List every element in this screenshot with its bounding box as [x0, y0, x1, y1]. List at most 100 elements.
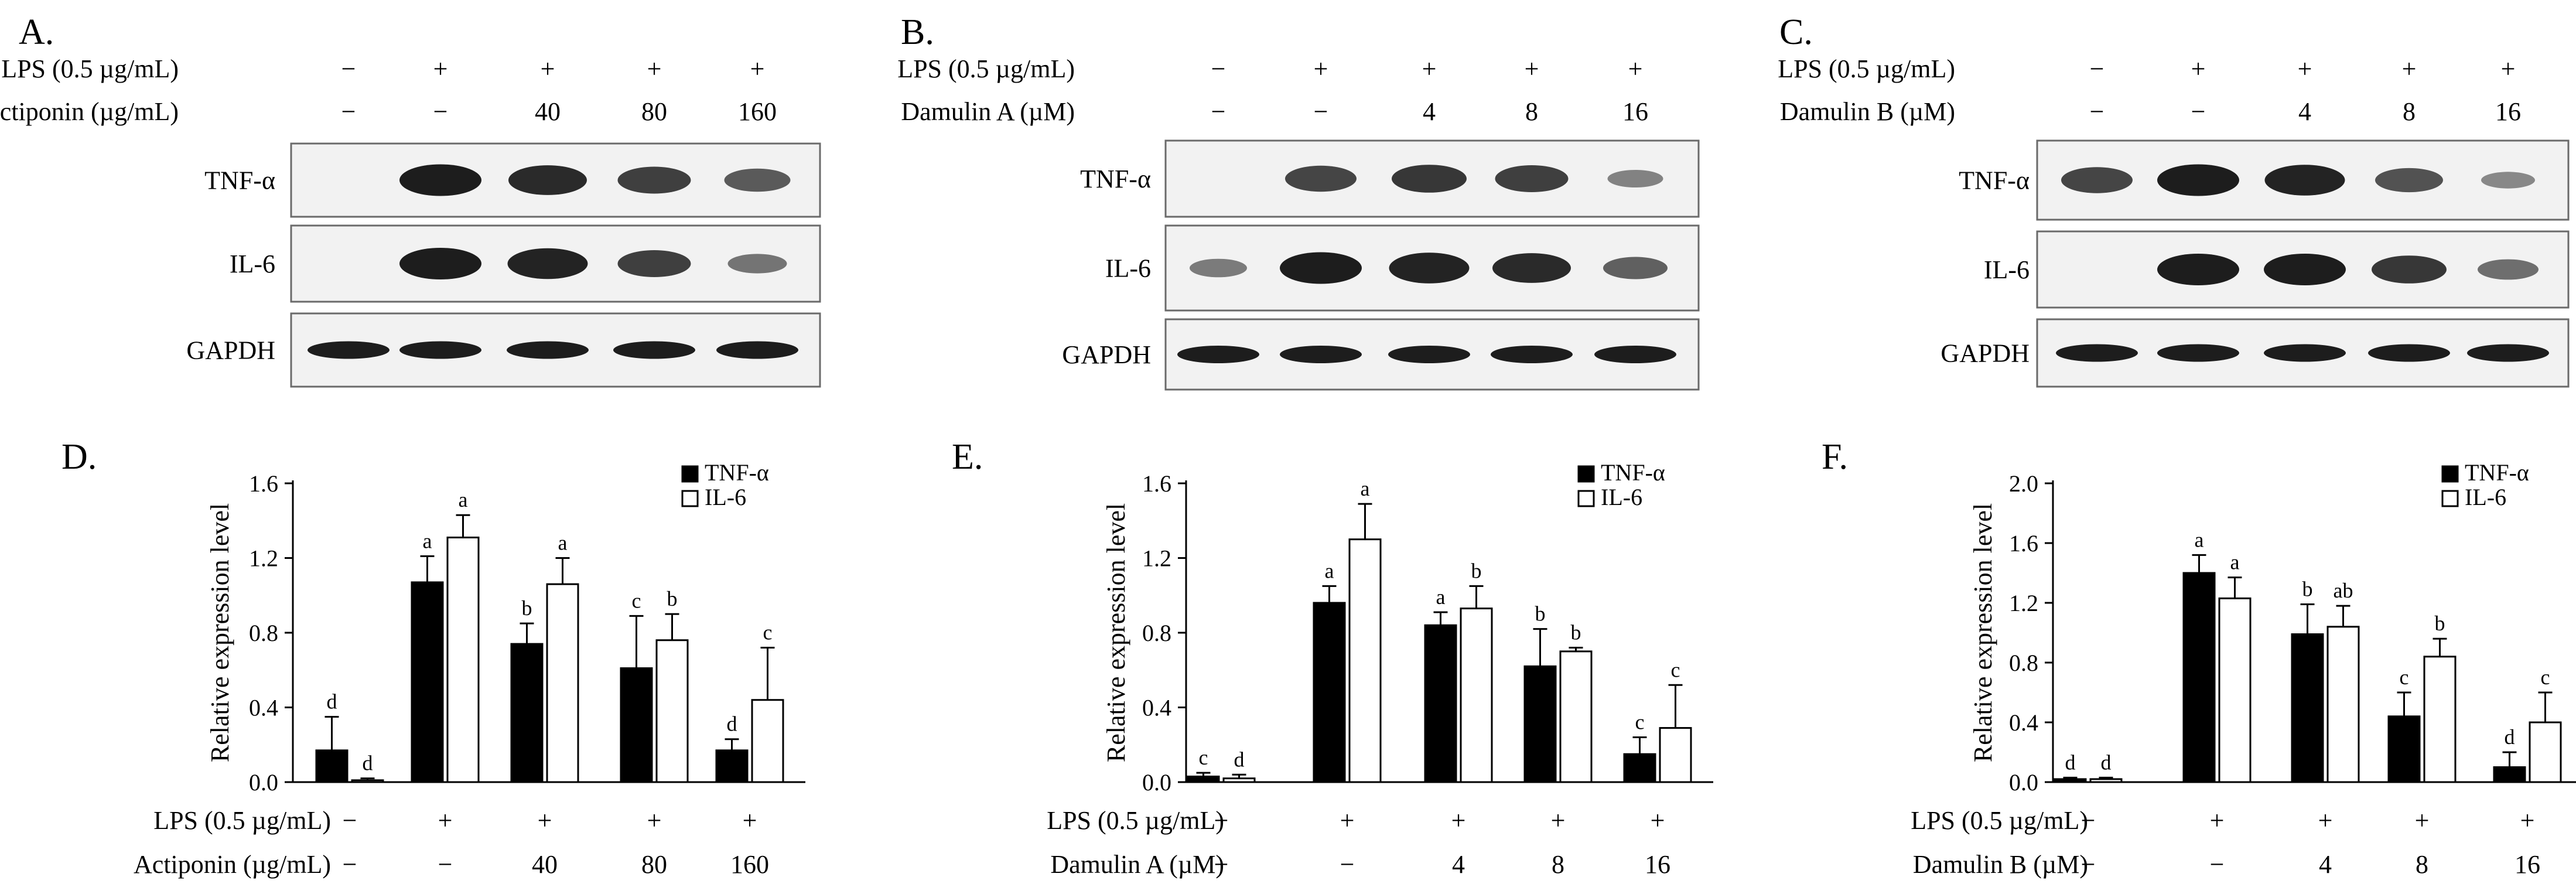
treatment-row-label: Actiponin (µg/mL) — [0, 97, 179, 126]
bar-il6 — [1348, 538, 1382, 783]
treatment-value: − — [343, 850, 357, 879]
treatment-value: 8 — [2403, 97, 2416, 126]
significance-letter: d — [2065, 750, 2076, 774]
legend-swatch — [681, 465, 699, 483]
significance-letter: d — [2505, 725, 2515, 749]
treatment-value: − — [2090, 97, 2104, 126]
significance-letter: a — [1325, 559, 1334, 582]
lps-row-label: LPS (0.5 µg/mL) — [1047, 806, 1224, 835]
blot-row-label: GAPDH — [186, 336, 275, 365]
blot-panel-3: C.LPS (0.5 µg/mL) Damulin B (µM) − + + + + − − 4 8… — [1778, 12, 2570, 388]
lps-value: − — [343, 806, 357, 835]
y-axis-title: Relative expression level — [206, 503, 234, 762]
legend-label: TNF-α — [2465, 459, 2529, 486]
blot-band — [2157, 344, 2239, 362]
significance-letter: a — [1361, 477, 1370, 500]
blot-band — [1392, 165, 1467, 193]
significance-letter: a — [2195, 528, 2204, 551]
treatment-value: 16 — [1622, 97, 1648, 126]
blot-band — [399, 164, 481, 196]
bar-tnf — [2291, 633, 2324, 783]
blot-row-label: TNF-α — [1959, 166, 2030, 195]
lps-value: + — [433, 54, 448, 83]
treatment-value: − — [433, 97, 448, 126]
y-tick-label: 0.8 — [2009, 650, 2038, 676]
blot-panel-label: C. — [1779, 12, 1813, 52]
significance-letter: b — [2302, 578, 2313, 601]
blot-band — [2264, 165, 2345, 196]
treatment-value: 4 — [1452, 850, 1465, 879]
y-tick-label: 2.0 — [2009, 470, 2038, 497]
significance-letter: c — [1671, 658, 1680, 681]
treatment-value: 80 — [641, 850, 667, 879]
treatment-value: − — [2081, 850, 2096, 879]
lps-value: + — [647, 54, 662, 83]
blot-band — [724, 168, 791, 192]
significance-letter: a — [558, 531, 568, 555]
bar-il6 — [1222, 777, 1256, 783]
significance-letter: b — [522, 596, 532, 620]
bar-il6 — [1460, 608, 1493, 783]
blot-band — [2375, 168, 2443, 193]
legend-swatch — [681, 490, 699, 507]
lps-value: + — [1551, 806, 1566, 835]
bar-tnf — [1313, 602, 1346, 783]
y-tick-label: 1.2 — [1142, 545, 1171, 572]
bar-tnf — [1187, 775, 1220, 783]
lps-value: + — [1340, 806, 1355, 835]
significance-letter: b — [1535, 602, 1546, 626]
lps-row-label: LPS (0.5 µg/mL) — [1778, 54, 1955, 83]
significance-letter: a — [459, 488, 468, 511]
blot-band — [1388, 346, 1470, 363]
bar-il6 — [351, 779, 384, 783]
treatment-value: 4 — [1423, 97, 1436, 126]
bar-tnf — [2493, 766, 2526, 783]
significance-letter: b — [2435, 612, 2445, 635]
treatment-value: 160 — [738, 97, 777, 126]
bar-il6 — [1659, 727, 1692, 783]
blot-band — [1389, 252, 1470, 284]
y-tick-label: 1.6 — [1142, 470, 1171, 497]
blot-band — [2157, 254, 2239, 285]
treatment-row-label: Damulin A (µM) — [1050, 850, 1224, 879]
treatment-value: − — [1314, 97, 1328, 126]
bar-tnf — [1523, 665, 1557, 783]
lps-value: − — [341, 54, 356, 83]
blot-row-label: GAPDH — [1940, 339, 2030, 368]
blot-band — [1603, 257, 1668, 279]
bar-tnf — [2182, 572, 2216, 783]
treatment-value: 16 — [2514, 850, 2540, 879]
legend-label: TNF-α — [1601, 459, 1665, 486]
lps-value: − — [1214, 806, 1229, 835]
blot-band — [1280, 252, 1362, 284]
bar-tnf — [2054, 778, 2087, 783]
lps-value: + — [1525, 54, 1539, 83]
significance-letter: d — [327, 690, 337, 713]
legend-swatch — [2441, 490, 2459, 507]
treatment-value: 16 — [2495, 97, 2521, 126]
treatment-value: − — [2210, 850, 2225, 879]
legend-label: IL-6 — [705, 484, 746, 510]
treatment-row-label: Damulin B (µM) — [1780, 97, 1955, 126]
significance-letter: d — [1234, 748, 1245, 771]
lps-value: + — [2298, 54, 2312, 83]
lps-value: + — [438, 806, 453, 835]
blot-panel-2: B.LPS (0.5 µg/mL) Damulin A (µM) − + + + + − − 4 8… — [897, 12, 1700, 391]
treatment-value: 16 — [1645, 850, 1670, 879]
blot-band — [507, 248, 588, 279]
significance-letter: b — [1571, 621, 1581, 644]
lps-row-label: LPS (0.5 µg/mL) — [153, 806, 331, 835]
lps-value: + — [2402, 54, 2417, 83]
blot-band — [2264, 254, 2346, 285]
treatment-value: 4 — [2298, 97, 2311, 126]
lps-value: + — [538, 806, 552, 835]
treatment-value: 40 — [535, 97, 561, 126]
y-tick-label: 1.2 — [2009, 590, 2038, 616]
significance-letter: d — [2101, 750, 2112, 774]
bar-tnf — [510, 643, 544, 783]
significance-letter: c — [763, 621, 773, 644]
lps-value: + — [1314, 54, 1328, 83]
y-axis-title: Relative expression level — [1969, 503, 1997, 762]
significance-letter: ab — [2334, 579, 2353, 602]
